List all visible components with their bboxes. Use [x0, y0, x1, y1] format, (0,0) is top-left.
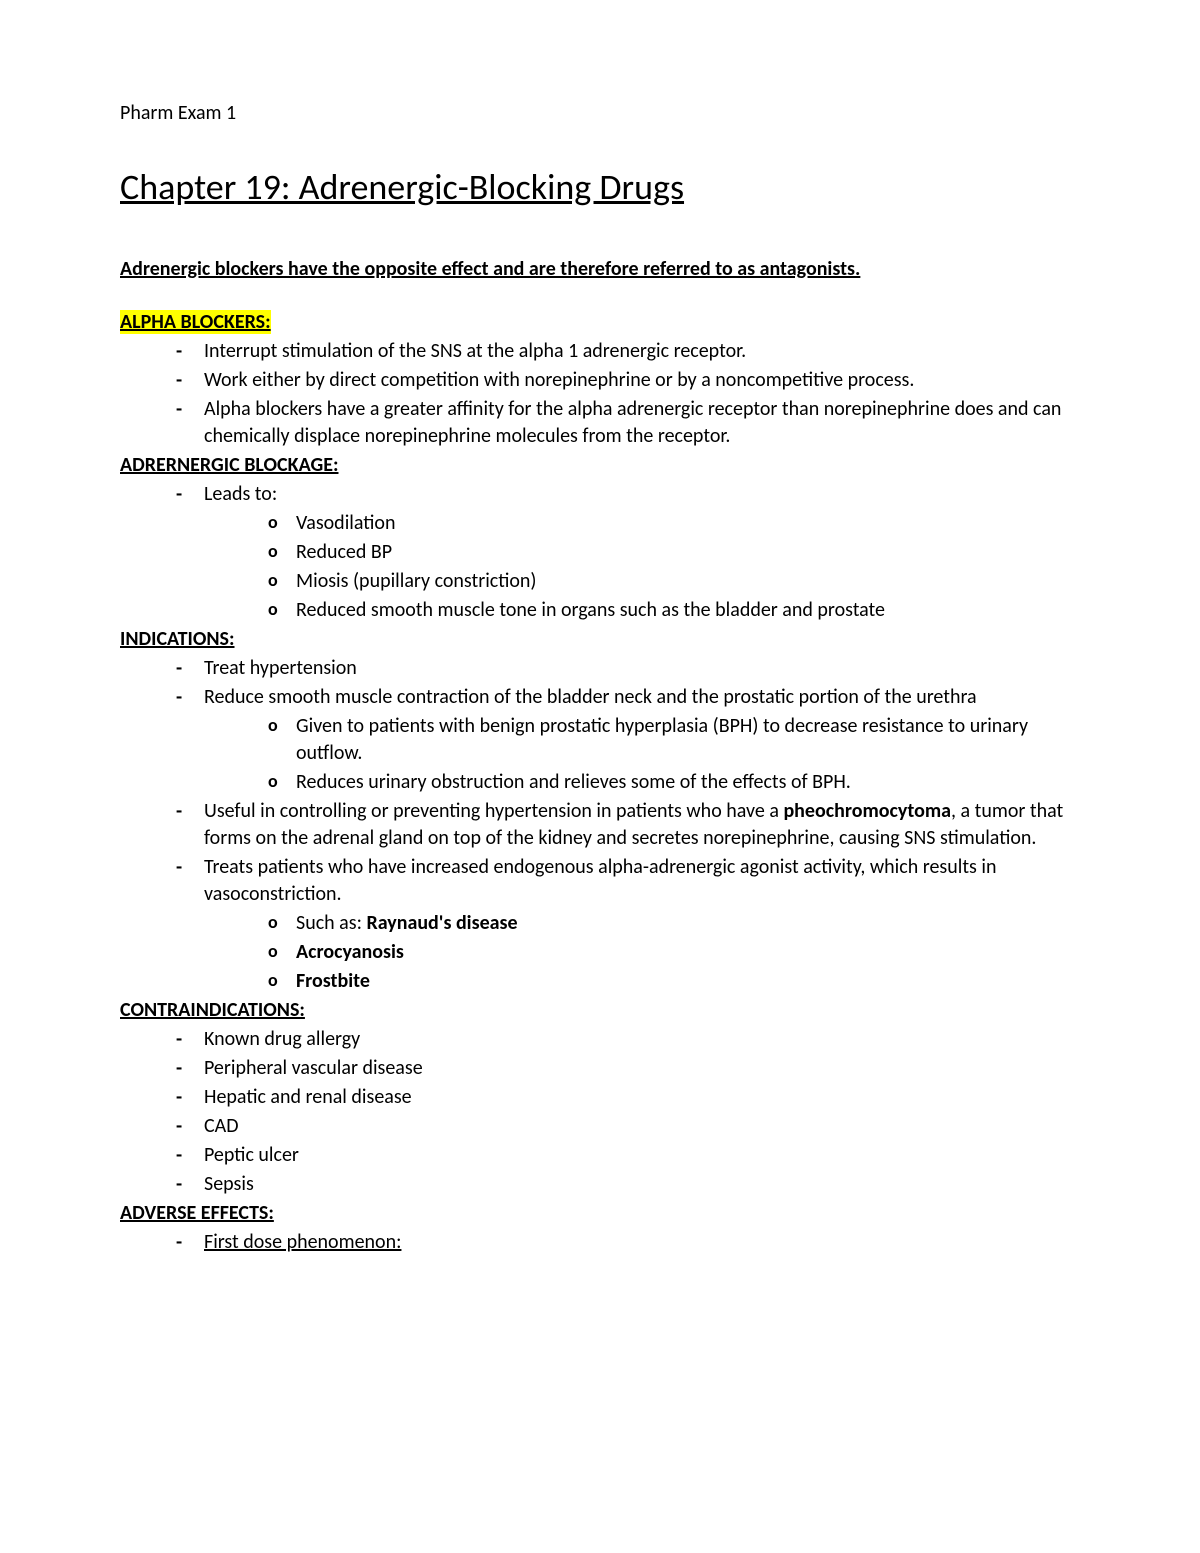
term-raynauds: Raynaud's disease	[366, 911, 517, 935]
section-heading-adverse-effects: ADVERSE EFFECTS:	[120, 1201, 274, 1225]
list-item: Peptic ulcer	[176, 1142, 1080, 1169]
list-item: Reduced BP	[268, 539, 1080, 566]
chapter-title: Chapter 19: Adrenergic-Blocking Drugs	[120, 163, 1080, 212]
list-item: Vasodilation	[268, 510, 1080, 537]
list-item: Known drug allergy	[176, 1026, 1080, 1053]
list-item-text: Such as:	[296, 911, 366, 935]
indications-list: Treat hypertension Reduce smooth muscle …	[120, 655, 1080, 995]
list-item: First dose phenomenon:	[176, 1229, 1080, 1256]
section-heading-contraindications: CONTRAINDICATIONS:	[120, 998, 305, 1022]
list-item: Reduces urinary obstruction and relieves…	[268, 769, 1080, 796]
list-item: Miosis (pupillary constriction)	[268, 568, 1080, 595]
intro-statement: Adrenergic blockers have the opposite ef…	[120, 256, 1080, 283]
list-item: Alpha blockers have a greater affinity f…	[176, 396, 1080, 450]
list-item: Acrocyanosis	[268, 939, 1080, 966]
list-item: Given to patients with benign prostatic …	[268, 713, 1080, 767]
section-heading-adrenergic-blockage: ADRERNERGIC BLOCKAGE:	[120, 453, 338, 477]
section-heading-alpha-blockers: ALPHA BLOCKERS:	[120, 310, 271, 334]
first-dose-phenomenon: First dose phenomenon:	[204, 1230, 401, 1254]
list-item: Peripheral vascular disease	[176, 1055, 1080, 1082]
list-item: Work either by direct competition with n…	[176, 367, 1080, 394]
section-heading-indications: INDICATIONS:	[120, 627, 235, 651]
list-item-text: Reduce smooth muscle contraction of the …	[204, 685, 977, 709]
list-item: Reduce smooth muscle contraction of the …	[176, 684, 1080, 796]
alpha-blockers-list: Interrupt stimulation of the SNS at the …	[120, 338, 1080, 450]
list-item: Reduced smooth muscle tone in organs suc…	[268, 597, 1080, 624]
term-pheochromocytoma: pheochromocytoma	[783, 799, 951, 823]
list-item: Interrupt stimulation of the SNS at the …	[176, 338, 1080, 365]
list-item: Useful in controlling or preventing hype…	[176, 798, 1080, 852]
vasoconstriction-sublist: Such as: Raynaud's disease Acrocyanosis …	[204, 910, 1080, 995]
list-item-text: Treats patients who have increased endog…	[204, 855, 996, 906]
list-item: Treats patients who have increased endog…	[176, 854, 1080, 995]
list-item: Leads to: Vasodilation Reduced BP Miosis…	[176, 481, 1080, 624]
list-item: Such as: Raynaud's disease	[268, 910, 1080, 937]
document-header: Pharm Exam 1	[120, 100, 1080, 127]
list-item-text: Useful in controlling or preventing hype…	[204, 799, 783, 823]
bph-sublist: Given to patients with benign prostatic …	[204, 713, 1080, 796]
adrenergic-blockage-list: Leads to: Vasodilation Reduced BP Miosis…	[120, 481, 1080, 624]
list-item-text: Leads to:	[204, 482, 277, 506]
list-item: Treat hypertension	[176, 655, 1080, 682]
contraindications-list: Known drug allergy Peripheral vascular d…	[120, 1026, 1080, 1198]
list-item: Sepsis	[176, 1171, 1080, 1198]
leads-to-sublist: Vasodilation Reduced BP Miosis (pupillar…	[204, 510, 1080, 624]
list-item: Frostbite	[268, 968, 1080, 995]
list-item: Hepatic and renal disease	[176, 1084, 1080, 1111]
list-item: CAD	[176, 1113, 1080, 1140]
adverse-effects-list: First dose phenomenon:	[120, 1229, 1080, 1256]
